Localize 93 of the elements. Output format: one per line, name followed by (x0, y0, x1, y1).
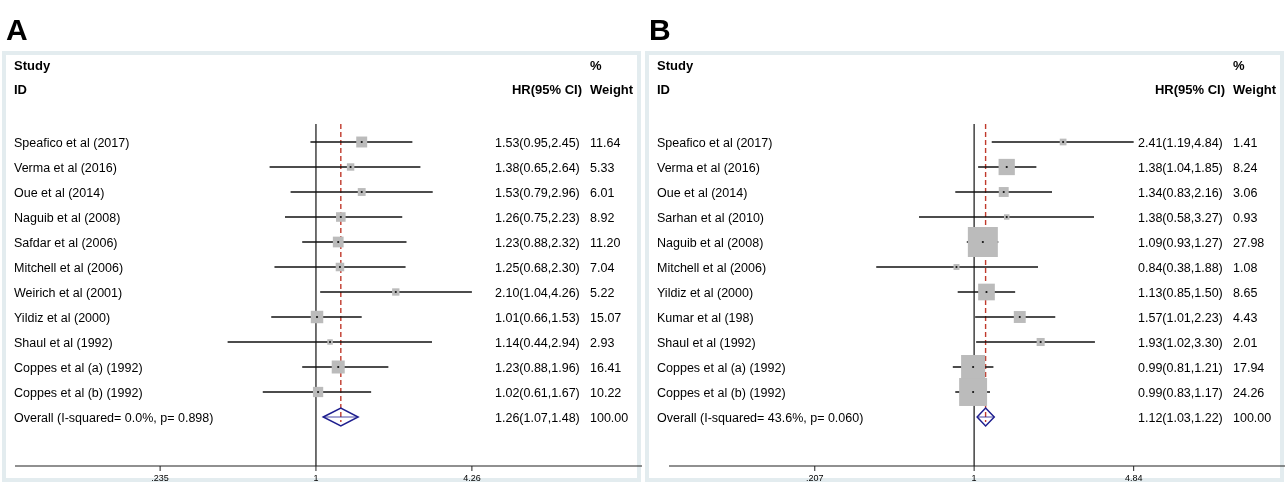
y-tick-label: Verma et al (2016) (657, 160, 760, 175)
annotation: 7.04 (590, 260, 615, 275)
annotation: 2.10(1.04,4.26) (495, 285, 580, 300)
y-tick-label: Weirich et al (2001) (14, 285, 123, 300)
annotation: 1.38(0.65,2.64) (495, 160, 580, 175)
annotation: 1.23(0.88,2.32) (495, 235, 580, 250)
y-tick-label: Oue et al (2014) (657, 185, 748, 200)
y-tick-label: Speafico et al (2017) (657, 135, 773, 150)
text: Weight (1233, 82, 1277, 97)
y-tick-label: Speafico et al (2017) (14, 135, 130, 150)
annotation: 11.20 (590, 235, 621, 250)
annotation: 1.14(0.44,2.94) (495, 335, 580, 350)
annotation: 2.93 (590, 335, 615, 350)
text: HR(95% CI) (511, 82, 582, 97)
y-tick-label: Naguib et al (2008) (14, 210, 121, 225)
annotation: 1.41 (1233, 135, 1258, 150)
chart-title: A (6, 13, 28, 46)
annotation: 1.26(1.07,1.48) (495, 410, 580, 425)
y-tick-label: Coppes et al (b) (1992) (14, 385, 143, 400)
annotation: 16.41 (590, 360, 622, 375)
x-tick-label: 1 (313, 473, 319, 483)
text: Study (657, 58, 694, 73)
y-tick-label: Oue et al (2014) (14, 185, 105, 200)
text: % (1233, 58, 1245, 73)
annotation: 1.57(1.01,2.23) (1138, 310, 1223, 325)
y-tick-label: Shaul et al (1992) (657, 335, 756, 350)
annotation: 10.22 (590, 385, 622, 400)
annotation: 1.09(0.93,1.27) (1138, 235, 1223, 250)
y-tick-label: Yildiz et al (2000) (14, 310, 111, 325)
y-tick-label: Yildiz et al (2000) (657, 285, 754, 300)
annotation: 1.12(1.03,1.22) (1138, 410, 1223, 425)
annotation: 11.64 (590, 135, 621, 150)
annotation: 1.38(1.04,1.85) (1138, 160, 1223, 175)
x-tick-label: 4.26 (463, 473, 481, 483)
annotation: 2.01 (1233, 335, 1258, 350)
point (356, 136, 368, 148)
annotation: 4.43 (1233, 310, 1258, 325)
annotation: 17.94 (1233, 360, 1265, 375)
annotation: 1.34(0.83,2.16) (1138, 185, 1223, 200)
annotation: 1.93(1.02,3.30) (1138, 335, 1223, 350)
text: Weight (590, 82, 634, 97)
annotation: 1.38(0.58,3.27) (1138, 210, 1223, 225)
annotation: 3.06 (1233, 185, 1258, 200)
annotation: 27.98 (1233, 235, 1265, 250)
chart-title: B (649, 13, 671, 46)
y-tick-label: Mitchell et al (2006) (657, 260, 767, 275)
point (332, 236, 344, 248)
y-tick-label: Overall (I-squared= 0.0%, p= 0.898) (14, 410, 214, 425)
x-tick-label: .207 (806, 473, 824, 483)
annotation: 1.25(0.68,2.30) (495, 260, 580, 275)
annotation: 2.41(1.19,4.84) (1138, 135, 1223, 150)
y-tick-label: Overall (I-squared= 43.6%, p= 0.060) (657, 410, 864, 425)
y-tick-label: Coppes et al (b) (1992) (657, 385, 786, 400)
annotation: 1.08 (1233, 260, 1258, 275)
annotation: 1.13(0.85,1.50) (1138, 285, 1223, 300)
annotation: 0.99(0.81,1.21) (1138, 360, 1223, 375)
y-tick-label: Coppes et al (a) (1992) (14, 360, 143, 375)
y-tick-label: Naguib et al (2008) (657, 235, 764, 250)
annotation: 5.22 (590, 285, 615, 300)
annotation: 100.00 (590, 410, 629, 425)
y-tick-label: Kumar et al (198) (657, 310, 754, 325)
text: ID (657, 82, 670, 97)
annotation: 1.02(0.61,1.67) (495, 385, 580, 400)
annotation: 5.33 (590, 160, 615, 175)
annotation: 1.26(0.75,2.23) (495, 210, 580, 225)
text: ID (14, 82, 27, 97)
annotation: 1.23(0.88,1.96) (495, 360, 580, 375)
text: % (590, 58, 602, 73)
annotation: 1.01(0.66,1.53) (495, 310, 580, 325)
y-tick-label: Safdar et al (2006) (14, 235, 118, 250)
annotation: 15.07 (590, 310, 622, 325)
annotation: 1.53(0.79,2.96) (495, 185, 580, 200)
x-tick-label: 4.84 (1124, 473, 1143, 483)
text: HR(95% CI) (1154, 82, 1225, 97)
annotation: 100.00 (1233, 410, 1272, 425)
annotation: 8.65 (1233, 285, 1258, 300)
annotation: 1.53(0.95,2.45) (495, 135, 580, 150)
x-tick-label: .235 (151, 473, 169, 483)
annotation: 0.93 (1233, 210, 1258, 225)
point (336, 212, 346, 222)
annotation: 8.24 (1233, 160, 1258, 175)
text: Study (14, 58, 51, 73)
annotation: 6.01 (590, 185, 615, 200)
y-tick-label: Mitchell et al (2006) (14, 260, 124, 275)
annotation: 0.84(0.38,1.88) (1138, 260, 1223, 275)
y-tick-label: Shaul et al (1992) (14, 335, 113, 350)
annotation: 8.92 (590, 210, 615, 225)
annotation: 0.99(0.83,1.17) (1138, 385, 1223, 400)
x-tick-label: 1 (971, 473, 977, 483)
y-tick-label: Verma et al (2016) (14, 160, 117, 175)
y-tick-label: Coppes et al (a) (1992) (657, 360, 786, 375)
y-tick-label: Sarhan et al (2010) (657, 210, 765, 225)
annotation: 24.26 (1233, 385, 1265, 400)
